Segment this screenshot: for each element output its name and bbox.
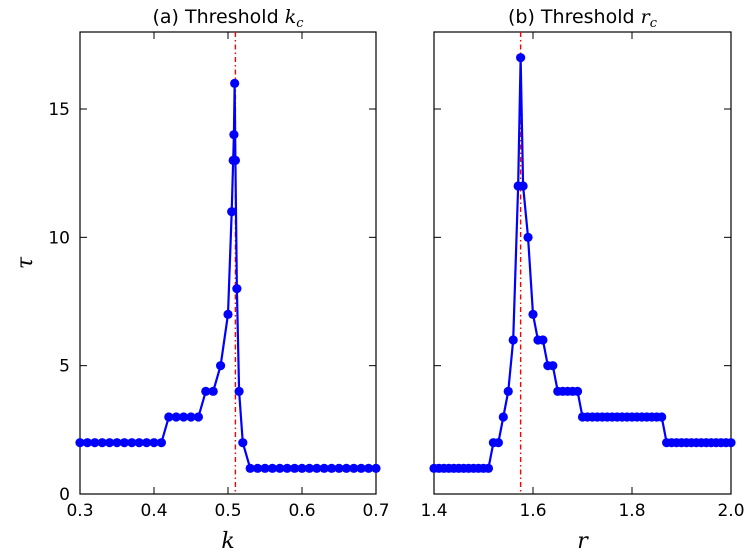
panel-b-data-point: [518, 181, 528, 191]
panel-b-data-point: [572, 386, 583, 396]
panel-b-xtick-label: 2.0: [717, 501, 744, 521]
panel-a-data-point: [97, 438, 107, 448]
panel-a-xtick-label: 0.7: [362, 501, 389, 521]
panel-a-data-point: [230, 78, 240, 88]
panel-a-data-point: [312, 463, 322, 473]
panel-a-data-point: [105, 438, 115, 448]
panel-a-title-sub: c: [296, 16, 304, 31]
panel-a-data-point: [327, 463, 337, 473]
panel-a-data-point: [232, 284, 242, 294]
panel-a-ylabel: τ: [13, 256, 38, 269]
panel-b-xtick-label: 1.4: [420, 501, 447, 521]
panel-a-data-point: [230, 155, 240, 165]
panel-a-data-point: [319, 463, 329, 473]
panel-b-data-point: [548, 361, 558, 371]
panel-a-data-point: [90, 438, 100, 448]
panel-a-data-point: [82, 438, 92, 448]
panel-a-data-point: [227, 207, 237, 217]
panel-a-data-point: [238, 438, 248, 448]
panel-a-ytick-label: 0: [59, 485, 70, 505]
panel-a-xlabel: k: [221, 529, 234, 554]
panel-a-data-point: [260, 463, 270, 473]
panel-a-data-point: [112, 438, 122, 448]
panel-a-data-point: [245, 463, 255, 473]
panel-a-xtick-label: 0.3: [66, 501, 93, 521]
panel-a-data-point: [356, 463, 366, 473]
panel-a-title-math: k: [285, 6, 297, 28]
panel-a-data-point: [282, 463, 292, 473]
panel-b-xlabel: r: [577, 529, 589, 554]
panel-b-title-math: r: [641, 6, 652, 28]
panel-a-ytick-label: 10: [48, 228, 70, 248]
panel-a-data-point: [186, 412, 196, 422]
panel-a-data-point: [179, 412, 189, 422]
panel-b-data-point: [503, 386, 513, 396]
panel-a-frame: [79, 31, 377, 495]
panel-b-data-point: [726, 438, 736, 448]
panel-a-data-point: [349, 463, 359, 473]
panel-b-data-point: [516, 53, 526, 63]
panel-b-data-point: [508, 335, 518, 345]
panel-b-series-line: [434, 56, 731, 470]
panel-a-data-point: [234, 386, 244, 396]
panel-a-data-point: [127, 438, 137, 448]
panel-b-xtick-label: 1.8: [618, 501, 645, 521]
panel-a-ytick-label: 15: [48, 100, 70, 120]
panel-b-title-text: (b) Threshold: [508, 6, 641, 28]
panel-b-data-point: [528, 309, 538, 319]
panel-b-xtick-label: 1.6: [519, 501, 546, 521]
panel-a-data-point: [134, 438, 144, 448]
panel-a-data-point: [171, 412, 181, 422]
panel-b-data-point: [538, 335, 548, 345]
panel-a-data-point: [119, 438, 129, 448]
panel-a-data-point: [149, 438, 159, 448]
panel-a-data-point: [304, 463, 314, 473]
panel-a-data-point: [193, 412, 203, 422]
panel-b-threshold-r: 1.4 1.6 1.8 2.0 (b) Threshold rc r: [420, 6, 744, 554]
panel-a-data-point: [216, 361, 226, 371]
panel-a-xtick-label: 0.4: [140, 501, 167, 521]
panel-a-data-point: [341, 463, 351, 473]
panel-a-data-point: [290, 463, 300, 473]
panel-a-xtick-label: 0.6: [288, 501, 315, 521]
panel-a-series-line: [80, 82, 376, 470]
panel-a-data-point: [253, 463, 263, 473]
panel-a-data-point: [208, 386, 218, 396]
panel-a-data-point: [142, 438, 152, 448]
panel-a-title: (a) Threshold kc: [153, 6, 305, 31]
panel-a-data-point: [297, 463, 307, 473]
panel-a-data-point: [371, 463, 381, 473]
panel-a-data-point: [334, 463, 344, 473]
panel-b-data-point: [493, 438, 503, 448]
panel-a-data-point: [364, 463, 374, 473]
panel-a-xtick-label: 0.5: [214, 501, 241, 521]
panel-a-data-point: [229, 130, 239, 140]
panel-a-data-point: [156, 438, 166, 448]
panel-b-data-point: [498, 412, 508, 422]
panel-a-data-point: [267, 463, 277, 473]
panel-b-data-point: [483, 463, 494, 473]
panel-a-data-point: [201, 386, 211, 396]
panel-a-ytick-label: 5: [59, 357, 70, 377]
panel-a-data-point: [164, 412, 174, 422]
panel-a-data-point: [275, 463, 285, 473]
panel-a-data-point: [75, 438, 85, 448]
panel-b-frame: [433, 31, 732, 495]
panel-a-title-text: (a) Threshold: [153, 6, 285, 28]
panel-a-data-point: [223, 309, 233, 319]
panel-b-data-point: [657, 412, 667, 422]
panel-b-title-sub: c: [650, 16, 658, 31]
panel-b-title: (b) Threshold rc: [508, 6, 658, 31]
panel-b-data-point: [523, 232, 533, 242]
